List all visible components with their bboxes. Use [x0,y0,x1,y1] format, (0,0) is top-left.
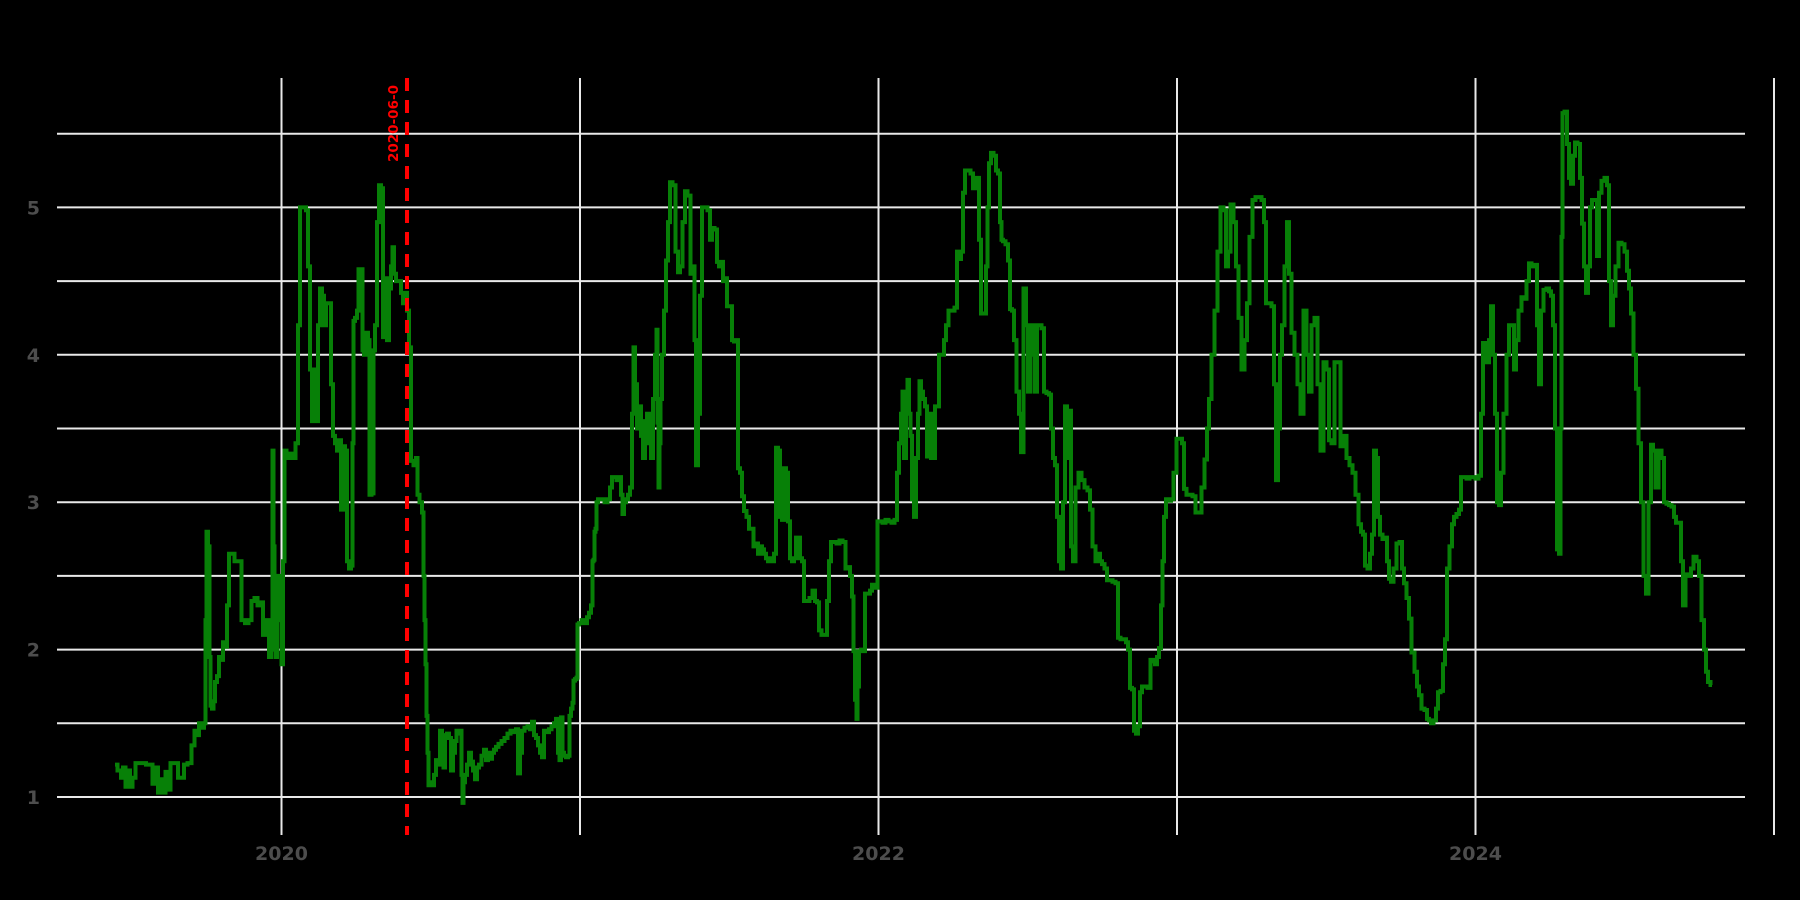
x-tick-label: 2020 [255,843,308,865]
y-tick-label: 5 [27,197,40,219]
x-axis-tick-labels: 2020 2022 2024 [255,843,1502,865]
y-tick-label: 3 [27,492,40,514]
series-line [115,109,1713,805]
annotation-date-label: 2020-06-0 [386,85,402,162]
x-tick-label: 2022 [852,843,905,865]
gridlines [57,78,1775,835]
y-tick-label: 2 [27,640,40,662]
y-tick-label: 4 [27,345,40,367]
y-axis-tick-labels: 1 2 3 4 5 [27,197,40,809]
x-tick-label: 2024 [1449,843,1502,865]
y-tick-label: 1 [27,787,40,809]
